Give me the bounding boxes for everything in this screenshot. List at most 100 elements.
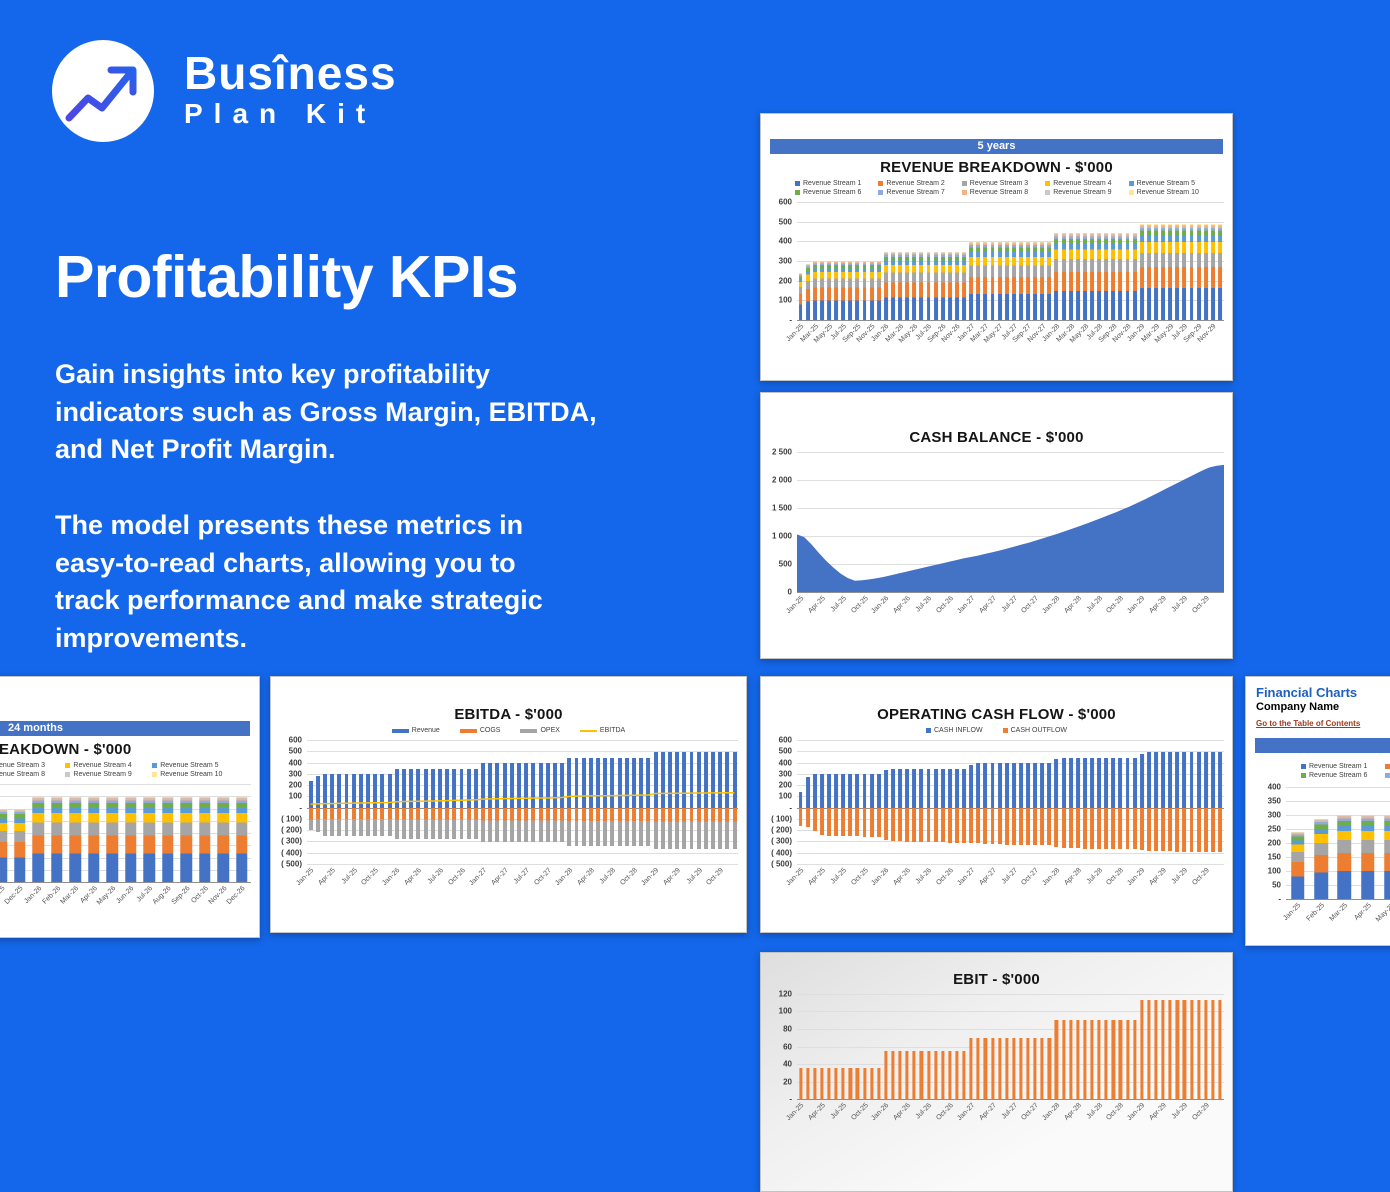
bar bbox=[524, 763, 529, 808]
period-band: 5 years bbox=[770, 139, 1223, 154]
bar-slot bbox=[1216, 202, 1223, 320]
bar bbox=[969, 765, 974, 808]
gridline bbox=[307, 841, 738, 843]
bar-slot bbox=[1110, 740, 1117, 864]
negative-bar bbox=[1146, 807, 1151, 851]
bar bbox=[394, 768, 399, 808]
bar bbox=[1026, 763, 1030, 808]
bar-slot bbox=[861, 994, 868, 1099]
bar bbox=[308, 780, 313, 808]
gridline bbox=[307, 740, 738, 741]
y-tick-label: 300 bbox=[778, 256, 792, 266]
legend-item: EBITDA bbox=[579, 727, 625, 734]
area-series bbox=[797, 464, 1224, 592]
ebitda-plot: 600 500 400 300 200 100 -( 100)( 200)( 300) ( 4… bbox=[277, 736, 738, 908]
legend-label: Revenue Stream 6 bbox=[1309, 772, 1368, 779]
bar bbox=[848, 773, 853, 808]
bar bbox=[926, 768, 931, 808]
plot-area bbox=[307, 740, 738, 865]
x-tick: Mar-28 bbox=[1055, 320, 1076, 370]
bar-slot bbox=[925, 740, 932, 864]
bar bbox=[1168, 752, 1173, 808]
bar bbox=[1182, 1000, 1187, 1099]
x-tick-label: Jan-25 bbox=[785, 867, 806, 888]
bar-slot bbox=[939, 994, 946, 1099]
bar-slot bbox=[1138, 994, 1145, 1099]
negative-bar bbox=[337, 807, 342, 836]
gridline bbox=[307, 773, 738, 775]
negative-bar bbox=[1218, 807, 1222, 852]
y-tick-label: 200 bbox=[778, 780, 792, 790]
bar-slot bbox=[1167, 994, 1174, 1099]
bar-slot bbox=[904, 740, 911, 864]
x-tick: Jul-25 bbox=[830, 320, 848, 370]
bar bbox=[1018, 763, 1023, 808]
bar-slot bbox=[897, 202, 904, 320]
bar-slot bbox=[48, 784, 67, 882]
bar-slot bbox=[1131, 202, 1138, 320]
x-tick: Nov-27 bbox=[1026, 320, 1047, 370]
bar-slot bbox=[1046, 994, 1053, 1099]
bar bbox=[891, 252, 895, 320]
x-tick bbox=[996, 1099, 1003, 1139]
bar-slot bbox=[233, 784, 252, 882]
x-tick: Jul-28 bbox=[1086, 320, 1104, 370]
negative-bar bbox=[1182, 807, 1187, 852]
bar bbox=[488, 763, 493, 808]
x-axis: Jan-25Feb-25Mar-25Apr-25May-25Jun-25Jul-… bbox=[0, 882, 251, 934]
y-tick-label: 250 bbox=[1267, 824, 1281, 834]
bar-slot bbox=[989, 740, 996, 864]
x-tick: Apr-25 bbox=[807, 864, 827, 908]
legend-label: Revenue Stream 1 bbox=[803, 180, 862, 187]
bar bbox=[69, 797, 81, 882]
bar-slot bbox=[1081, 202, 1088, 320]
bar bbox=[990, 763, 995, 808]
x-tick: Jul-29 bbox=[1171, 1099, 1189, 1139]
table-of-contents-link[interactable]: Go to the Table of Contents bbox=[1256, 719, 1361, 728]
x-tick: Jan-27 bbox=[956, 320, 976, 370]
y-tick-label: 200 bbox=[778, 276, 792, 286]
bar bbox=[1161, 1000, 1165, 1099]
bar-slot bbox=[1216, 740, 1223, 864]
x-tick bbox=[1188, 592, 1195, 646]
legend-swatch-icon bbox=[459, 728, 477, 733]
x-tick: Oct-28 bbox=[1106, 592, 1126, 646]
x-tick: Jan-27 bbox=[956, 1099, 976, 1139]
bar-slot bbox=[897, 740, 904, 864]
negative-bar bbox=[1054, 807, 1059, 848]
chart-title: EBIT - $'000 bbox=[953, 971, 1040, 988]
revenue-breakdown-24m-plot: 40035030025020015010050-Jan-25Feb-25Mar-… bbox=[0, 784, 251, 934]
y-tick-label: 600 bbox=[778, 735, 792, 745]
bar-slot bbox=[1167, 202, 1174, 320]
bar-slot bbox=[515, 740, 522, 864]
bar bbox=[898, 1050, 902, 1099]
negative-bar bbox=[1068, 807, 1073, 849]
bar-slot bbox=[861, 740, 868, 864]
bar bbox=[1111, 1020, 1115, 1099]
gridline bbox=[797, 818, 1224, 820]
bar-slot bbox=[840, 740, 847, 864]
y-tick-label: - bbox=[299, 803, 302, 813]
bar bbox=[1011, 763, 1016, 808]
x-tick: Apr-27 bbox=[490, 864, 510, 908]
y-tick-label: 120 bbox=[778, 989, 792, 999]
bar-slot bbox=[551, 740, 558, 864]
x-tick: Oct-25 bbox=[850, 864, 870, 908]
x-tick: Apr-26 bbox=[892, 864, 912, 908]
bar-slot bbox=[847, 202, 854, 320]
bar-slot bbox=[911, 994, 918, 1099]
chart-title: CASH BALANCE - $'000 bbox=[909, 429, 1084, 446]
x-tick: Oct-27 bbox=[533, 864, 553, 908]
bar bbox=[841, 1068, 845, 1099]
negative-bar bbox=[560, 807, 565, 842]
bar bbox=[969, 1037, 973, 1099]
y-tick-label: 100 bbox=[778, 295, 792, 305]
x-tick: Jan-26 bbox=[23, 882, 48, 934]
y-tick-label: ( 500) bbox=[771, 859, 792, 869]
bar bbox=[998, 1037, 1002, 1099]
x-tick: Jan-28 bbox=[554, 864, 574, 908]
negative-bar bbox=[926, 807, 931, 843]
bar-slot bbox=[904, 202, 911, 320]
y-tick-label: 400 bbox=[778, 236, 792, 246]
bar-slot bbox=[357, 740, 364, 864]
